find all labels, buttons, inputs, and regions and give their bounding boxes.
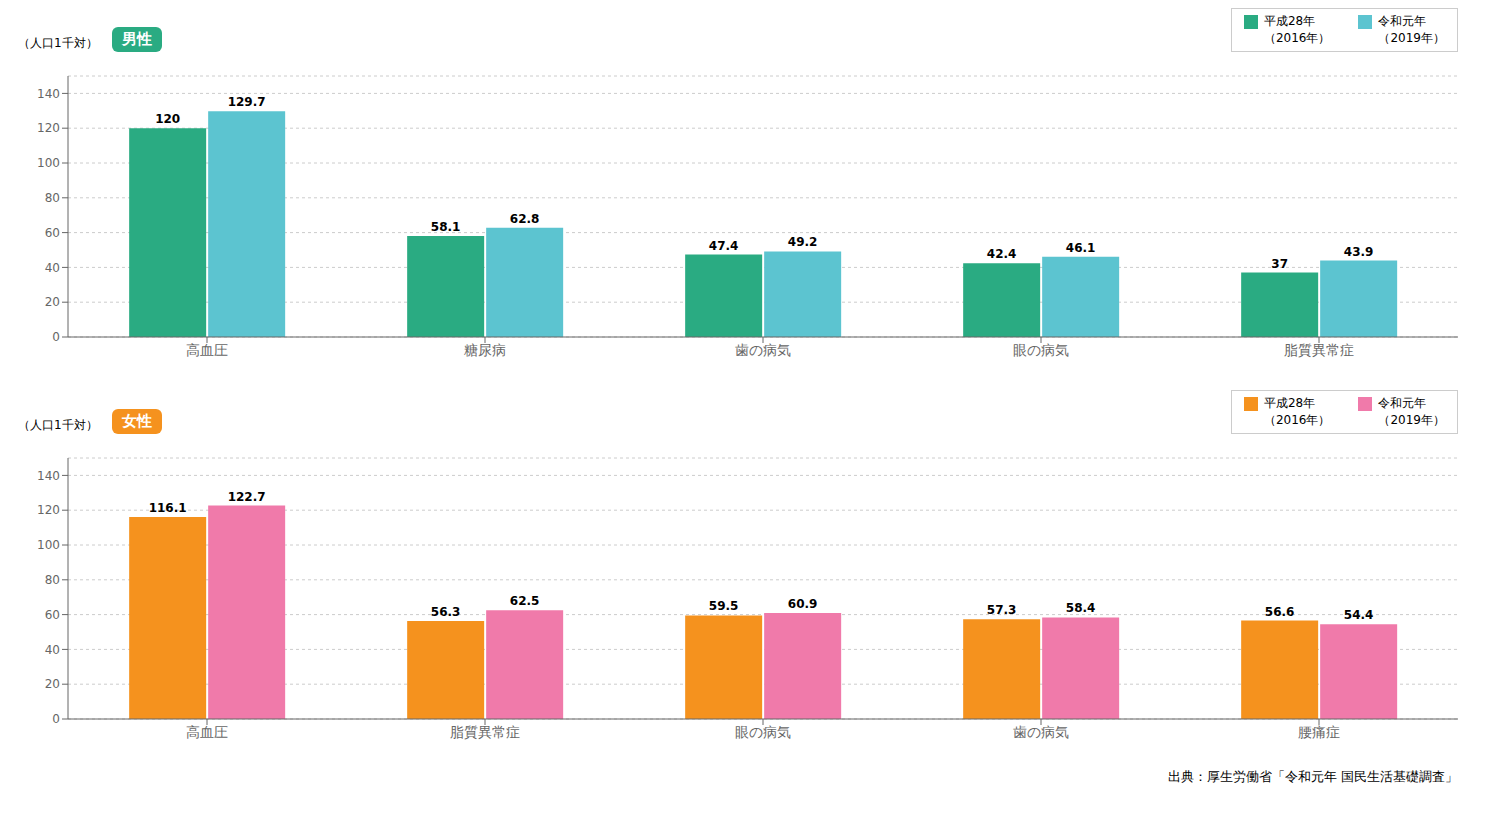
html-text:出典：厚生労働省「令和元年 国民生活基礎調査」: 出典：厚生労働省「令和元年 国民生活基礎調査」 [1167, 769, 1458, 784]
svg-text:42.4: 42.4 [987, 247, 1017, 261]
svg-text:眼の病気: 眼の病気 [1013, 342, 1069, 358]
svg-text:0: 0 [52, 330, 60, 344]
html-text:（人口1千対）: （人口1千対） [18, 418, 98, 432]
svg-text:歯の病気: 歯の病気 [735, 342, 791, 358]
html-text:（2016年）: （2016年） [1263, 413, 1331, 427]
svg-text:高血圧: 高血圧 [186, 724, 228, 740]
svg-text:56.3: 56.3 [431, 605, 461, 619]
html-text:（2016年）: （2016年） [1263, 31, 1331, 45]
html-text:（2019年）: （2019年） [1378, 31, 1445, 45]
svg-text:眼の病気: 眼の病気 [735, 724, 791, 740]
svg-text:脂質異常症: 脂質異常症 [450, 724, 520, 740]
svg-text:腰痛症: 腰痛症 [1298, 724, 1340, 740]
html-text:（2019年）: （2019年） [1378, 413, 1445, 427]
svg-text:62.8: 62.8 [510, 212, 540, 226]
svg-text:歯の病気: 歯の病気 [1013, 724, 1069, 740]
svg-text:57.3: 57.3 [987, 603, 1017, 617]
html-text:女性: 女性 [121, 412, 152, 430]
svg-text:60.9: 60.9 [788, 597, 818, 611]
svg-text:56.6: 56.6 [1265, 605, 1295, 619]
svg-text:140: 140 [37, 469, 60, 483]
html-text:令和元年: 令和元年 [1378, 396, 1427, 410]
svg-text:58.1: 58.1 [431, 220, 461, 234]
svg-text:60: 60 [45, 608, 60, 622]
svg-text:80: 80 [45, 191, 60, 205]
svg-text:120: 120 [155, 112, 180, 126]
html-text:男性: 男性 [121, 30, 152, 48]
svg-text:20: 20 [45, 677, 60, 691]
svg-text:47.4: 47.4 [709, 239, 739, 253]
html-text:平成28年: 平成28年 [1263, 14, 1316, 28]
svg-text:80: 80 [45, 573, 60, 587]
svg-text:40: 40 [45, 261, 60, 275]
svg-text:高血圧: 高血圧 [186, 342, 228, 358]
svg-text:43.9: 43.9 [1344, 245, 1374, 259]
svg-text:129.7: 129.7 [228, 95, 266, 109]
svg-text:116.1: 116.1 [149, 501, 187, 515]
svg-text:122.7: 122.7 [228, 490, 266, 504]
svg-text:58.4: 58.4 [1066, 601, 1096, 615]
svg-text:脂質異常症: 脂質異常症 [1284, 342, 1354, 358]
svg-text:54.4: 54.4 [1344, 608, 1374, 622]
svg-text:0: 0 [52, 712, 60, 726]
html-text:平成28年: 平成28年 [1263, 396, 1316, 410]
svg-text:120: 120 [37, 503, 60, 517]
svg-text:120: 120 [37, 121, 60, 135]
svg-text:60: 60 [45, 226, 60, 240]
svg-text:40: 40 [45, 643, 60, 657]
svg-text:100: 100 [37, 156, 60, 170]
svg-text:糖尿病: 糖尿病 [464, 342, 506, 358]
svg-text:140: 140 [37, 87, 60, 101]
svg-text:59.5: 59.5 [709, 599, 739, 613]
html-text:令和元年: 令和元年 [1378, 14, 1427, 28]
svg-text:37: 37 [1271, 257, 1288, 271]
svg-text:62.5: 62.5 [510, 594, 540, 608]
svg-text:100: 100 [37, 538, 60, 552]
html-text:（人口1千対）: （人口1千対） [18, 36, 98, 50]
svg-text:20: 20 [45, 295, 60, 309]
svg-text:46.1: 46.1 [1066, 241, 1096, 255]
svg-text:49.2: 49.2 [788, 235, 818, 249]
